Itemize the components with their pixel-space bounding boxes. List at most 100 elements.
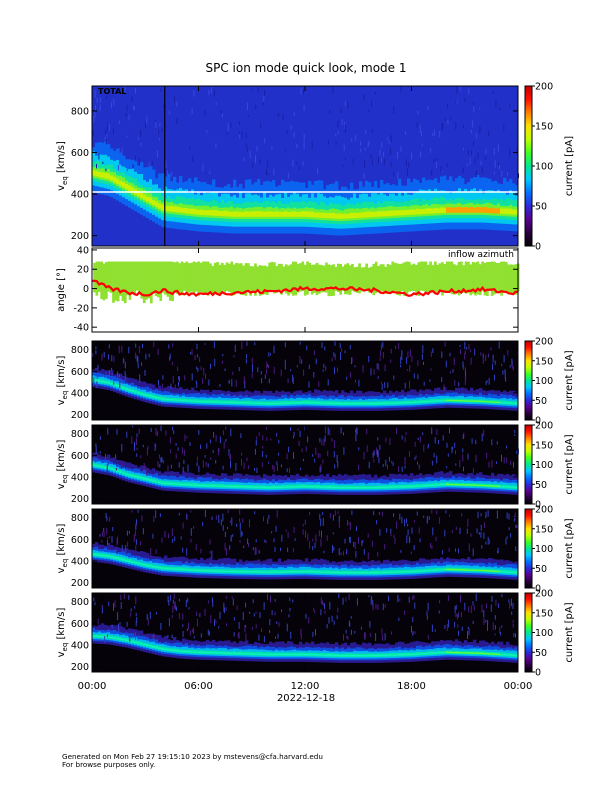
angle-series-mark (389, 264, 392, 294)
spectrogram-speckle (322, 369, 324, 372)
spectrogram-speckle (388, 456, 390, 462)
spectrogram-speckle (441, 170, 443, 173)
spectrogram-speckle (401, 516, 403, 524)
spectrogram-speckle (120, 160, 122, 166)
spectrogram-speckle (150, 427, 152, 432)
spectrogram-cell (287, 653, 291, 656)
spectrogram-speckle (222, 430, 224, 435)
spectrogram-speckle (311, 141, 313, 149)
spectrogram-speckle (308, 617, 310, 624)
angle-series-mark (291, 261, 295, 296)
spectrogram-speckle (497, 547, 499, 554)
spectrogram-speckle (176, 101, 178, 107)
spectrogram-cell (248, 653, 252, 655)
spectrogram-speckle (245, 133, 247, 139)
spectrogram-speckle (333, 546, 335, 551)
spectrogram-speckle (258, 432, 260, 436)
spectrogram-cell (446, 483, 450, 486)
spectrogram-speckle (252, 364, 253, 373)
spectrogram-cell (182, 568, 186, 571)
spectrogram-speckle (382, 341, 384, 348)
spectrogram-cell (494, 653, 498, 655)
spectrogram-speckle (211, 516, 213, 520)
spectrogram-speckle (206, 130, 208, 133)
spectrogram-speckle (293, 431, 295, 437)
spectrogram-cell (455, 207, 459, 213)
angle-series-mark (471, 261, 475, 294)
spectrogram-cell (341, 486, 345, 489)
spectrogram-cell (257, 571, 261, 573)
angle-series-mark (445, 261, 449, 292)
angle-series-mark (474, 262, 477, 296)
angle-series-mark (225, 262, 229, 291)
spectrogram-speckle (455, 99, 457, 104)
spectrogram-speckle (393, 534, 395, 539)
spectrogram-cell (362, 654, 366, 657)
spectrogram-speckle (309, 541, 311, 549)
spectrogram-cell (245, 211, 249, 217)
spectrogram-cell (332, 486, 336, 489)
colorbar-tick-label: 0 (535, 242, 541, 253)
spectrogram-speckle (241, 341, 243, 349)
spectrogram-speckle (198, 429, 200, 435)
spectrogram-cell (371, 487, 375, 489)
spectrogram-cell (185, 207, 189, 214)
spectrogram-cell (512, 402, 516, 405)
spectrogram-speckle (191, 108, 193, 114)
spectrogram-speckle (341, 348, 343, 352)
spectrogram-speckle (345, 101, 346, 107)
spectrogram-speckle (381, 381, 382, 385)
spectrogram-speckle (427, 445, 429, 449)
spectrogram-speckle (287, 532, 289, 539)
spectrogram-speckle (467, 631, 468, 639)
spectrogram-speckle (105, 513, 107, 519)
angle-series-mark (93, 262, 96, 293)
spectrogram-speckle (417, 111, 419, 115)
spectrogram-speckle (343, 144, 345, 151)
spectrogram-speckle (421, 144, 423, 147)
spectrogram-speckle (501, 363, 503, 366)
spectrogram-cell (104, 381, 108, 383)
spectrogram-speckle (462, 147, 464, 151)
spectrogram-speckle (170, 464, 172, 469)
spectrogram-cell (278, 653, 282, 656)
spectrogram-speckle (303, 104, 305, 111)
angle-series-mark (149, 261, 153, 304)
spectrogram-cell (401, 654, 405, 656)
angle-series-mark (228, 263, 231, 292)
spectrogram-cell (407, 401, 411, 404)
ytick-label: -20 (73, 303, 89, 314)
spectrogram-speckle (423, 444, 425, 452)
spectrogram-cell (389, 486, 393, 488)
spectrogram-speckle (480, 352, 482, 356)
spectrogram-cell (110, 175, 114, 181)
ytick-label: 200 (71, 231, 89, 242)
spectrogram-speckle (297, 428, 299, 431)
angle-series-mark (483, 262, 487, 296)
spectrogram-cell (446, 651, 450, 654)
spectrogram-speckle (135, 539, 137, 545)
spectrogram-cell (380, 486, 384, 489)
spectrogram-speckle (253, 613, 255, 617)
angle-series-mark (157, 261, 160, 298)
angle-series-mark (280, 263, 283, 295)
spectrogram-cell (113, 176, 117, 183)
spectrogram-cell (110, 383, 114, 385)
spectrogram-cell (380, 654, 384, 657)
spectrogram-speckle (136, 453, 138, 457)
spectrogram-speckle (255, 539, 257, 543)
spectrogram-speckle (227, 123, 229, 131)
spectrogram-cell (425, 570, 429, 572)
angle-series-mark (422, 261, 425, 292)
spectrogram-speckle (396, 521, 398, 529)
spectrogram-cell (428, 208, 432, 214)
spectrogram-speckle (102, 161, 104, 164)
spectrogram-speckle (479, 107, 481, 110)
spectrogram-speckle (498, 162, 499, 166)
spectrogram-speckle (301, 359, 303, 364)
spectrogram-speckle (241, 531, 243, 536)
spectrogram-cell (407, 485, 411, 488)
spectrogram-speckle (381, 511, 383, 517)
spectrogram-cell (422, 401, 426, 403)
angle-series-mark (180, 261, 184, 296)
